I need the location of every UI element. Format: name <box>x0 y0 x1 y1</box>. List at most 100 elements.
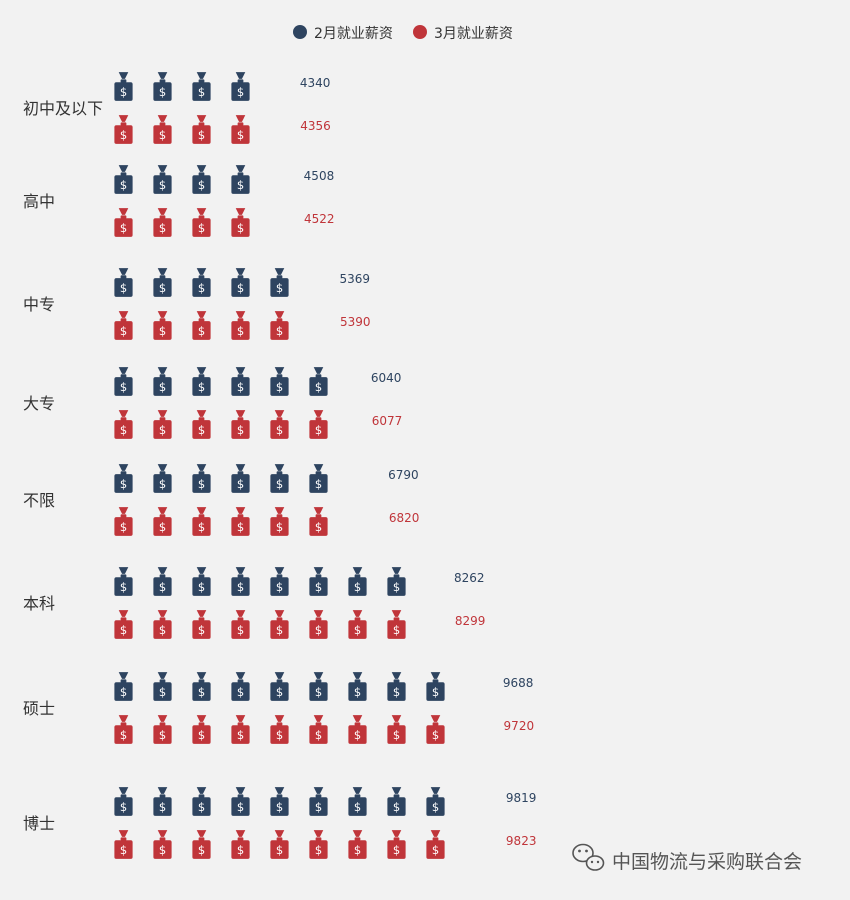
bar-mar <box>114 715 480 744</box>
money-bag-icon <box>114 830 133 859</box>
money-bag-icon <box>153 165 172 194</box>
money-bag-icon <box>153 507 172 536</box>
money-bag-icon <box>270 367 289 396</box>
category-group: 不限 6790 6820 <box>23 464 419 536</box>
legend-marker-mar <box>413 25 427 39</box>
money-bag-icon <box>153 787 172 816</box>
watermark: 中国物流与采购联合会 <box>572 843 802 873</box>
money-bag-icon <box>231 610 250 639</box>
money-bag-icon <box>192 464 211 493</box>
money-bag-icon <box>426 715 445 744</box>
bar-feb <box>114 268 316 297</box>
money-bag-icon <box>387 715 406 744</box>
money-bag-icon <box>270 715 289 744</box>
money-bag-icon <box>309 567 328 596</box>
category-label: 本科 <box>23 594 55 613</box>
bar-feb <box>114 672 479 701</box>
money-bag-icon <box>114 610 133 639</box>
value-label-mar: 9720 <box>504 719 535 733</box>
money-bag-icon <box>192 715 211 744</box>
money-bag-icon <box>309 672 328 701</box>
money-bag-icon <box>426 830 445 859</box>
money-bag-icon <box>114 72 133 101</box>
money-bag-icon <box>114 115 133 144</box>
money-bag-icon <box>192 72 211 101</box>
category-group: 初中及以下 4340 4356 <box>23 72 331 144</box>
legend-label-mar: 3月就业薪资 <box>434 26 513 42</box>
category-label: 不限 <box>23 491 55 510</box>
category-group: 本科 8262 8299 <box>23 567 485 639</box>
money-bag-partial-icon <box>270 208 281 237</box>
category-group: 大专 6040 6077 <box>23 367 402 439</box>
money-bag-icon <box>153 311 172 340</box>
money-bag-icon <box>153 268 172 297</box>
money-bag-icon <box>270 410 289 439</box>
money-bag-icon <box>192 311 211 340</box>
money-bag-icon <box>153 715 172 744</box>
category-group: 中专 5369 5390 <box>23 268 371 340</box>
money-bag-icon <box>387 567 406 596</box>
money-bag-icon <box>387 672 406 701</box>
money-bag-partial-icon <box>348 464 365 493</box>
money-bag-icon <box>153 115 172 144</box>
money-bag-icon <box>270 464 289 493</box>
money-bag-icon <box>309 715 328 744</box>
money-bag-icon <box>153 610 172 639</box>
money-bag-icon <box>231 672 250 701</box>
legend-marker-feb <box>293 25 307 39</box>
bar-mar <box>114 610 431 639</box>
money-bag-icon <box>114 567 133 596</box>
money-bag-icon <box>114 367 133 396</box>
money-bag-icon <box>270 268 289 297</box>
money-bag-icon <box>153 367 172 396</box>
money-bag-icon <box>114 715 133 744</box>
money-bag-icon <box>231 115 250 144</box>
money-bag-icon <box>192 567 211 596</box>
money-bag-icon <box>114 208 133 237</box>
bar-feb <box>114 464 365 493</box>
value-label-feb: 4508 <box>304 169 335 183</box>
money-bag-icon <box>231 464 250 493</box>
legend-label-feb: 2月就业薪资 <box>314 26 393 42</box>
money-bag-partial-icon <box>465 787 482 816</box>
money-bag-partial-icon <box>465 715 480 744</box>
money-bag-partial-icon <box>348 367 366 396</box>
money-bag-icon <box>231 787 250 816</box>
category-label: 初中及以下 <box>23 99 103 118</box>
category-group: 高中 4508 4522 <box>23 165 335 237</box>
value-label-mar: 6077 <box>372 414 403 428</box>
bar-feb <box>114 165 280 194</box>
value-label-mar: 4522 <box>304 212 335 226</box>
money-bag-partial-icon <box>348 410 366 439</box>
bar-feb <box>114 567 431 596</box>
value-label-feb: 5369 <box>339 272 370 286</box>
money-bag-icon <box>192 410 211 439</box>
bar-mar <box>114 830 482 859</box>
money-bag-icon <box>348 610 367 639</box>
money-bag-icon <box>348 715 367 744</box>
money-bag-icon <box>231 715 250 744</box>
money-bag-icon <box>309 464 328 493</box>
money-bag-partial-icon <box>426 610 431 639</box>
money-bag-icon <box>231 830 250 859</box>
money-bag-icon <box>270 567 289 596</box>
money-bag-partial-icon <box>465 672 479 701</box>
category-label: 硕士 <box>23 699 55 718</box>
money-bag-partial-icon <box>270 72 276 101</box>
bar-mar <box>114 507 365 536</box>
money-bag-icon <box>309 367 328 396</box>
bar-mar <box>114 208 281 237</box>
bar-mar <box>114 410 366 439</box>
money-bag-icon <box>309 830 328 859</box>
bar-feb <box>114 787 482 816</box>
money-bag-icon <box>114 787 133 816</box>
money-bag-icon <box>231 72 250 101</box>
money-bag-icon <box>387 787 406 816</box>
value-label-mar: 6820 <box>389 511 420 525</box>
money-bag-icon <box>387 830 406 859</box>
money-bag-icon <box>426 672 445 701</box>
money-bag-icon <box>231 268 250 297</box>
money-bag-icon <box>231 208 250 237</box>
money-bag-icon <box>192 208 211 237</box>
category-group: 硕士 9688 9720 <box>23 672 534 744</box>
